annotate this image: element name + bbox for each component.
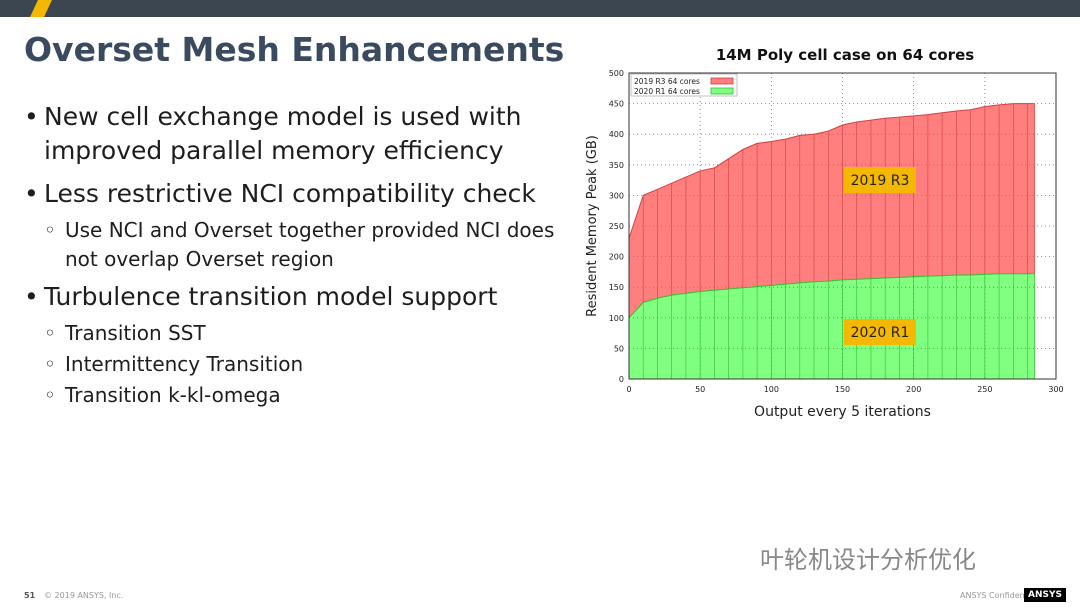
y-tick-label: 300: [609, 191, 624, 200]
y-tick-label: 500: [609, 69, 624, 78]
legend-swatch: [710, 77, 734, 85]
plot-frame: [628, 72, 1057, 380]
y-tick-label: 0: [619, 375, 624, 384]
annotation-label: 2020 R1: [851, 325, 910, 341]
annotation: 2020 R1: [844, 319, 916, 345]
bullet: Less restrictive NCI compatibility check: [24, 177, 564, 211]
legend-label: 2019 R3 64 cores: [634, 77, 700, 86]
annotation-box: [844, 167, 916, 193]
y-tick-label: 150: [609, 283, 624, 292]
bullet: Use NCI and Overset together provided NC…: [24, 216, 564, 274]
y-tick-label: 50: [614, 344, 624, 353]
accent: [30, 0, 52, 17]
x-tick-label: 150: [835, 385, 850, 394]
chart-title: 14M Poly cell case on 64 cores: [716, 46, 974, 64]
bullet: New cell exchange model is used with imp…: [24, 100, 564, 168]
annotation: 2019 R3: [844, 167, 916, 193]
bullet: Turbulence transition model support: [24, 280, 564, 314]
y-tick-label: 450: [609, 100, 624, 109]
footer: 51 © 2019 ANSYS, Inc. ANSYS Confidential…: [0, 585, 1080, 607]
slide-title: Overset Mesh Enhancements: [24, 30, 565, 69]
confidential: ANSYS Confidential: [960, 591, 1038, 600]
legend-label: 2020 R1 64 cores: [634, 87, 700, 96]
legend-swatch: [710, 87, 734, 95]
logo: ANSYS: [1024, 588, 1066, 602]
x-tick-label: 0: [626, 385, 631, 394]
chart: 14M Poly cell case on 64 cores 0 50 100 150 2…: [585, 46, 1064, 420]
y-tick-label: 350: [609, 161, 624, 170]
bullet: Transition SST: [24, 319, 564, 348]
x-tick-label: 50: [695, 385, 705, 394]
annotation-box: [844, 319, 916, 345]
bullet: Intermittency Transition: [24, 350, 564, 379]
legend-box: [630, 73, 738, 97]
x-axis-label: Output every 5 iterations: [754, 404, 931, 420]
annotation-label: 2019 R3: [851, 173, 910, 189]
y-axis-label: Resident Memory Peak (GB): [585, 135, 600, 317]
area-outline: [628, 273, 1035, 319]
x-tick-label: 100: [764, 385, 779, 394]
bullet-list: New cell exchange model is used with imp…: [24, 100, 564, 416]
top-bar: [0, 0, 1080, 17]
page-number: 51: [24, 591, 36, 600]
y-tick-label: 400: [609, 130, 624, 139]
bullet: Transition k-kl-omega: [24, 381, 564, 410]
x-tick-label: 300: [1048, 385, 1063, 394]
watermark: 叶轮机设计分析优化: [760, 546, 976, 574]
copyright: © 2019 ANSYS, Inc.: [44, 591, 124, 600]
x-tick-label: 200: [906, 385, 921, 394]
y-tick-label: 200: [609, 253, 624, 262]
x-tick-label: 250: [977, 385, 992, 394]
area-outline: [628, 103, 1035, 239]
y-tick-label: 100: [609, 314, 624, 323]
y-tick-label: 250: [609, 222, 624, 231]
area: [629, 273, 1035, 379]
